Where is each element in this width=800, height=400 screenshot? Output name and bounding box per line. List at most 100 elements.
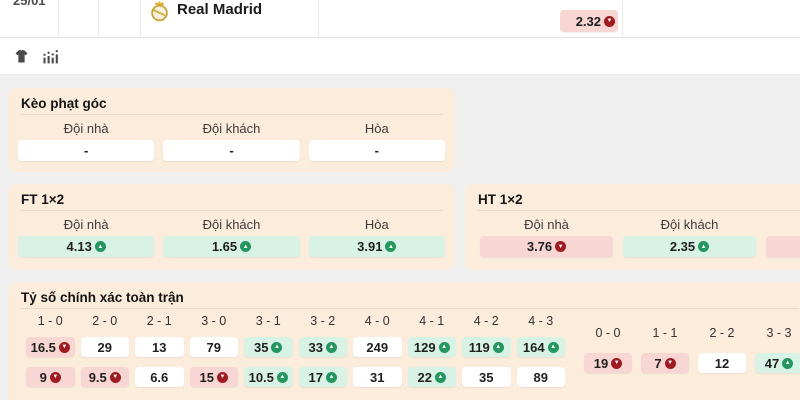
score-column: 2 - 1 13 6.6 — [135, 315, 184, 397]
toolbar — [0, 38, 800, 75]
odds-value: 9.5 — [88, 369, 107, 385]
trend-down-icon: ▼ — [664, 357, 676, 369]
trend-down-icon: ▼ — [49, 371, 61, 383]
section-title: Tỷ số chính xác toàn trận — [21, 290, 184, 305]
score-column: 1 - 0 16.5 ▼ 9 ▼ — [26, 315, 75, 397]
odds-cell[interactable]: 35 ▲ — [244, 337, 293, 357]
odds-value: 22 — [417, 369, 432, 385]
odds-cell[interactable]: 4.13 ▲ — [18, 236, 155, 257]
bar-chart-icon[interactable] — [41, 47, 59, 65]
odds-cell[interactable]: 3.76 ▼ — [480, 236, 613, 257]
column-header: 2 - 0 — [92, 314, 118, 328]
odds-cell[interactable]: - — [163, 140, 300, 161]
odds-cell[interactable]: 2.32 ▼ — [560, 10, 618, 32]
odds-cell[interactable]: 3.91 ▲ — [308, 236, 445, 257]
odds-value: 3.76 — [526, 239, 553, 254]
odds-value: 2.32 — [575, 13, 601, 29]
column-header: 4 - 1 — [419, 314, 445, 328]
divider — [20, 210, 443, 211]
draw-score-column: 3 - 3 47 ▲ — [755, 327, 800, 373]
odds-value: - — [374, 143, 379, 158]
column-divider — [318, 0, 319, 38]
column-header: Đội nhà — [524, 217, 569, 232]
draw-score-column: 2 - 2 12 — [698, 327, 746, 373]
odds-value: 47 — [764, 355, 780, 371]
column-headers: Đội nhà Đội khách — [480, 217, 800, 232]
score-column: 3 - 2 33 ▲ 17 ▲ — [298, 315, 347, 397]
column-divider — [58, 0, 59, 38]
column-header: 0 - 0 — [595, 326, 621, 340]
odds-cell[interactable]: 9.5 ▼ — [80, 367, 129, 387]
odds-value: 2.35 — [669, 239, 696, 254]
column-header: 1 - 1 — [652, 326, 678, 340]
odds-value: 129 — [413, 339, 436, 355]
odds-cell[interactable]: 17 ▲ — [298, 367, 347, 387]
odds-cell[interactable]: 2.35 ▲ — [623, 236, 756, 257]
draw-score-column: 1 - 1 7 ▼ — [641, 327, 689, 373]
odds-value: 17 — [308, 369, 323, 385]
team-name: Real Madrid — [177, 1, 263, 18]
column-header: 1 - 0 — [37, 314, 63, 328]
odds-value: 19 — [593, 355, 609, 371]
score-column: 3 - 1 35 ▲ 10.5 ▲ — [244, 315, 293, 397]
odds-row: 4.13 ▲ 1.65 ▲ 3.91 ▲ — [18, 236, 445, 257]
draw-score-grid: 0 - 0 19 ▼ 1 - 1 7 ▼ 2 - 2 12 3 - 3 47 ▲ — [584, 327, 800, 373]
odds-value: 79 — [206, 339, 221, 355]
odds-cell[interactable]: 35 — [462, 367, 511, 387]
odds-cell[interactable]: 129 ▲ — [407, 337, 456, 357]
odds-value: 4.13 — [66, 239, 92, 254]
score-column: 4 - 1 129 ▲ 22 ▲ — [407, 314, 456, 397]
match-date: 25/01 — [13, 0, 46, 8]
jersey-icon[interactable] — [12, 47, 30, 65]
column-divider — [98, 0, 99, 38]
odds-cell[interactable]: 12 — [698, 353, 746, 373]
odds-cell[interactable]: 10.5 ▲ — [244, 367, 293, 387]
odds-value: 249 — [366, 339, 389, 355]
odds-cell[interactable]: 47 ▲ — [755, 353, 800, 373]
odds-cell[interactable]: 22 ▲ — [407, 367, 456, 387]
odds-value: 7 — [654, 355, 662, 371]
odds-cell[interactable]: - — [308, 140, 445, 161]
column-header: 2 - 2 — [709, 326, 735, 340]
odds-cell[interactable]: 15 ▼ — [189, 367, 238, 387]
section-ht-1x2: HT 1×2 Đội nhà Đội khách 3.76 ▼ 2.35 ▲ — [465, 184, 800, 270]
odds-cell[interactable]: 89 — [516, 367, 565, 387]
odds-cell[interactable]: 16.5 ▼ — [26, 337, 75, 357]
section-exact-score: Tỷ số chính xác toàn trận 1 - 0 16.5 ▼ 9 ▼ 2 … — [8, 282, 800, 400]
odds-cell[interactable]: 13 — [135, 337, 184, 357]
column-divider — [140, 0, 141, 38]
odds-value: - — [83, 143, 89, 158]
odds-cell[interactable]: 1.65 ▲ — [163, 236, 300, 257]
divider — [477, 210, 800, 211]
divider — [20, 114, 443, 115]
odds-cell[interactable]: 6.6 — [135, 367, 184, 387]
odds-cell[interactable]: 119 ▲ — [462, 337, 511, 357]
odds-cell[interactable]: 29 — [80, 337, 129, 357]
odds-value: 164 — [522, 339, 545, 355]
odds-value: 35 — [254, 339, 269, 355]
trend-up-icon: ▲ — [325, 371, 337, 383]
odds-cell[interactable]: 7 ▼ — [641, 353, 689, 373]
odds-cell[interactable]: 164 ▲ — [516, 337, 565, 357]
odds-row: --- — [18, 140, 445, 161]
odds-value: 9 — [39, 369, 47, 385]
match-row: 25/01 Real Madrid 2.32 ▼ — [0, 0, 800, 38]
column-header: 4 - 0 — [364, 314, 390, 328]
odds-value: 15 — [199, 369, 214, 385]
column-header: Đội nhà — [63, 217, 109, 232]
trend-up-icon: ▲ — [492, 341, 504, 353]
team-real-madrid[interactable]: Real Madrid — [150, 0, 262, 27]
odds-cell[interactable]: 31 — [353, 367, 402, 387]
odds-cell[interactable]: 249 — [353, 337, 402, 357]
odds-cell[interactable]: 9 ▼ — [26, 367, 75, 387]
trend-up-icon: ▲ — [698, 241, 710, 252]
odds-cell[interactable] — [766, 236, 800, 257]
odds-value: 1.65 — [211, 239, 238, 254]
column-header: Đội nhà — [63, 121, 109, 136]
odds-cell[interactable]: 19 ▼ — [584, 353, 632, 373]
odds-value: 31 — [370, 369, 385, 385]
odds-cell[interactable]: - — [18, 140, 155, 161]
odds-cell[interactable]: 33 ▲ — [298, 337, 347, 357]
odds-cell[interactable]: 79 — [189, 337, 238, 357]
column-header: 4 - 3 — [528, 314, 554, 328]
